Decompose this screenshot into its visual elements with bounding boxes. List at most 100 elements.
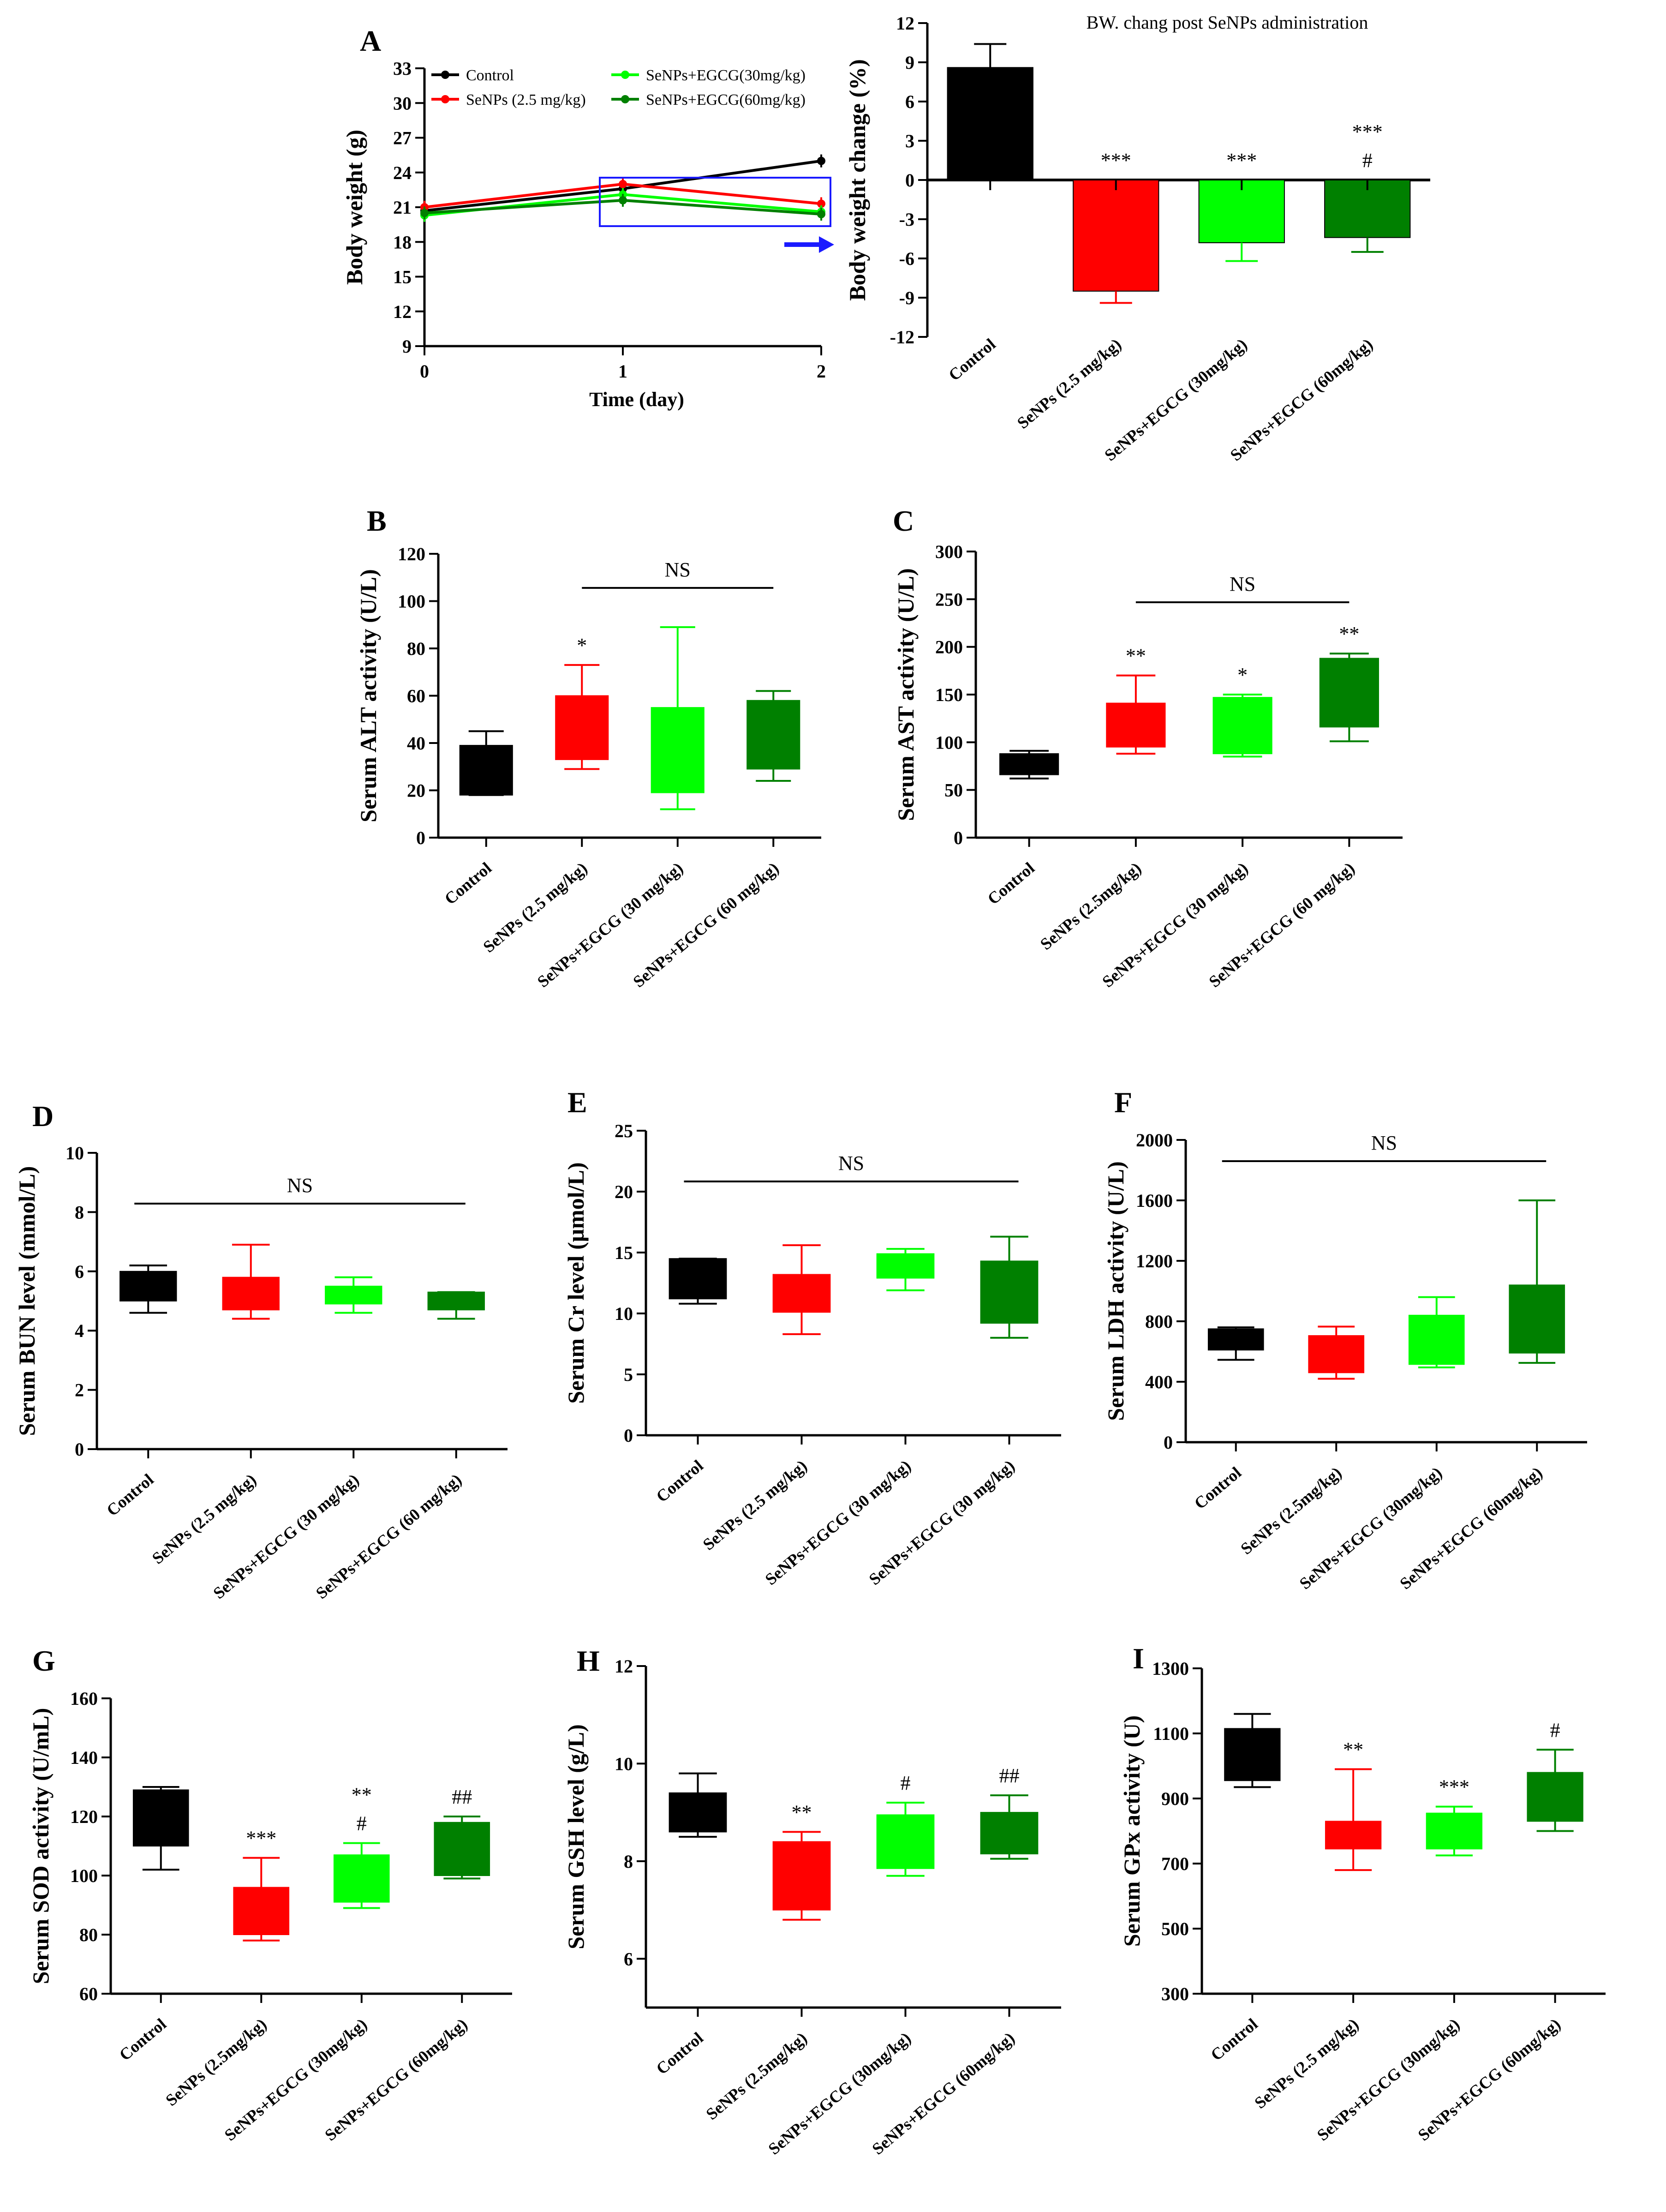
y-axis-title: Body weight (g)	[341, 130, 367, 285]
y-tick-label: 30	[393, 93, 412, 114]
y-axis-title: Serum AST activity (U/L)	[893, 568, 919, 821]
y-tick-label: -6	[899, 248, 914, 269]
chart-b: B 0 20 40 60 80 100 120 Serum ALT activity (U/L)…	[355, 504, 821, 991]
y-tick-label: 9	[905, 52, 914, 73]
chart-h: H 6 8 10 12 Serum GSH level (g/L) ControlSeNPs…	[563, 1644, 1061, 2158]
box	[233, 1887, 290, 1936]
significance-mark: ##	[999, 1764, 1020, 1787]
category-label: SeNPs (2.5mg/kg)	[1237, 1463, 1345, 1558]
box	[669, 1792, 727, 1833]
box	[876, 1253, 935, 1279]
y-tick-label: 250	[935, 589, 963, 610]
y-tick-label: 9	[402, 336, 412, 357]
category-label: SeNPs (2.5 mg/kg)	[699, 1456, 811, 1553]
significance-mark: *	[577, 634, 587, 657]
y-tick-label: 60	[79, 1984, 98, 2004]
y-tick-label: -9	[899, 288, 914, 308]
x-tick-label: 0	[420, 361, 429, 382]
box	[1319, 658, 1379, 728]
y-tick-label: 2000	[1136, 1130, 1173, 1151]
box	[427, 1291, 485, 1311]
ns-label: NS	[838, 1152, 864, 1175]
panel-letter: I	[1133, 1642, 1144, 1675]
y-tick-label: 800	[1145, 1311, 1173, 1332]
legend-label: SeNPs (2.5 mg/kg)	[466, 91, 586, 108]
category-label: Control	[103, 1470, 157, 1519]
y-tick-label: 10	[615, 1753, 633, 1774]
y-tick-label: 1300	[1152, 1658, 1189, 1679]
y-tick-label: 21	[393, 197, 412, 218]
y-tick-label: 6	[75, 1261, 84, 1282]
box	[746, 700, 800, 770]
significance-mark: **	[1343, 1738, 1363, 1761]
ns-label: NS	[1371, 1132, 1397, 1154]
y-tick-label: 1100	[1153, 1723, 1189, 1744]
box	[1426, 1812, 1483, 1850]
y-tick-label: 100	[935, 732, 963, 753]
y-tick-label: 0	[905, 170, 914, 191]
box	[1106, 702, 1166, 748]
box	[669, 1258, 727, 1300]
y-axis-title: Serum BUN level (mmol/L)	[14, 1166, 40, 1436]
category-label: Control	[653, 2028, 707, 2078]
category-label: SeNPs (2.5 mg/kg)	[1251, 2014, 1362, 2112]
box	[325, 1285, 382, 1305]
y-tick-label: 900	[1161, 1788, 1189, 1809]
box	[555, 695, 609, 760]
y-tick-label: 8	[75, 1202, 84, 1223]
y-tick-label: 400	[1145, 1372, 1173, 1392]
y-tick-label: 15	[393, 267, 412, 288]
box	[980, 1260, 1039, 1324]
y-tick-label: 6	[624, 1948, 633, 1969]
y-tick-label: 0	[416, 827, 425, 848]
category-label: Control	[441, 858, 495, 908]
significance-mark: #	[901, 1772, 911, 1794]
panel-letter: C	[893, 504, 914, 537]
significance-mark: ***	[246, 1827, 276, 1850]
category-label: SeNPs (2.5 mg/kg)	[1014, 335, 1125, 432]
y-tick-label: 27	[393, 128, 412, 149]
highlight-box	[599, 177, 831, 227]
box	[1224, 1728, 1281, 1781]
y-tick-label: 12	[393, 301, 412, 322]
panel-letter: E	[567, 1086, 587, 1119]
y-tick-label: 25	[615, 1121, 633, 1141]
ns-label: NS	[665, 558, 691, 581]
y-tick-label: 0	[75, 1439, 84, 1460]
chart-c: C 0 50 100 150 200 250 300 Serum AST activity (U…	[893, 504, 1403, 991]
significance-mark: ***	[1439, 1776, 1469, 1798]
x-tick-label: 2	[817, 361, 826, 382]
chart-f: F 0 400 800 1200 1600 2000 Serum LDH activity (…	[1103, 1086, 1587, 1593]
y-tick-label: 10	[615, 1303, 633, 1324]
significance-mark: ***	[1226, 149, 1257, 172]
legend-label: Control	[466, 67, 514, 84]
significance-mark: ***	[1101, 149, 1131, 172]
ns-label: NS	[287, 1174, 313, 1197]
y-tick-label: 0	[1164, 1432, 1173, 1453]
y-tick-label: 500	[1161, 1918, 1189, 1939]
bar	[1073, 180, 1159, 292]
category-label: SeNPs (2.5mg/kg)	[1037, 858, 1145, 953]
y-tick-label: 24	[393, 162, 412, 183]
legend-marker	[441, 71, 449, 79]
y-tick-label: 6	[905, 91, 914, 112]
box	[1207, 1328, 1264, 1351]
panel-letter: G	[32, 1644, 55, 1677]
ns-label: NS	[1230, 573, 1255, 595]
significance-mark: **	[1339, 623, 1359, 645]
category-label: Control	[945, 335, 999, 384]
category-label: Control	[653, 1456, 707, 1505]
legend-marker	[621, 71, 629, 79]
y-axis-title: Body weight change (%)	[844, 59, 870, 301]
y-tick-label: 120	[398, 544, 425, 564]
chart-e: E 0 5 10 15 20 25 Serum Cr level (μmol/L) Contro…	[563, 1086, 1061, 1589]
category-label: Control	[1207, 2014, 1261, 2064]
y-tick-label: 100	[70, 1865, 98, 1886]
box	[1509, 1284, 1565, 1354]
box	[132, 1789, 189, 1846]
y-tick-label: 50	[944, 780, 963, 801]
box	[772, 1274, 831, 1313]
box	[459, 745, 513, 796]
y-tick-label: 0	[954, 827, 963, 848]
